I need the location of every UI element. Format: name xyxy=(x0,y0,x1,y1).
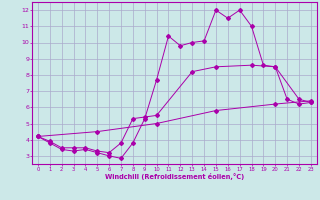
X-axis label: Windchill (Refroidissement éolien,°C): Windchill (Refroidissement éolien,°C) xyxy=(105,173,244,180)
